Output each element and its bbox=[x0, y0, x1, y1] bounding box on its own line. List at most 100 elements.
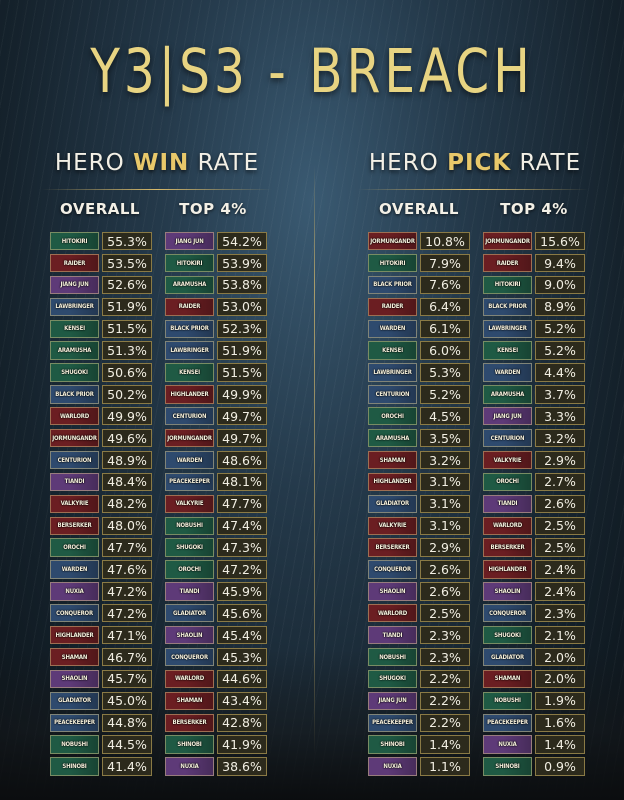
hero-name: HITOKIRI bbox=[61, 237, 88, 245]
table-row: SHINOBI 1.4% bbox=[368, 735, 470, 754]
hero-portrait-icon: NUXIA bbox=[50, 582, 99, 601]
hero-name: SHUGOKI bbox=[176, 544, 203, 552]
hero-portrait-icon: JORMUNGANDR bbox=[165, 429, 214, 448]
hero-portrait-icon: WARLORD bbox=[368, 604, 417, 623]
hero-portrait-icon: SHINOBI bbox=[50, 757, 99, 776]
table-row: LAWBRINGER 5.3% bbox=[368, 363, 470, 382]
rate-value: 52.3% bbox=[217, 319, 267, 338]
rate-value: 3.5% bbox=[420, 429, 470, 448]
hero-portrait-icon: WARLORD bbox=[50, 407, 99, 426]
hero-portrait-icon: KENSEI bbox=[165, 363, 214, 382]
win-rate-heading-accent: WIN bbox=[133, 150, 190, 176]
hero-portrait-icon: SHAMAN bbox=[483, 669, 532, 689]
hero-name: OROCHI bbox=[496, 478, 519, 486]
hero-portrait-icon: OROCHI bbox=[50, 538, 99, 557]
win-rate-overall-list: HITOKIRI 55.3% RAIDER 53.5% JIANG JUN 52.6% LA… bbox=[50, 232, 152, 779]
table-row: SHAMAN 46.7% bbox=[50, 647, 152, 667]
hero-name: TIANDI bbox=[64, 478, 85, 486]
hero-name: LAWBRINGER bbox=[55, 303, 94, 311]
hero-name: JORMUNGANDR bbox=[370, 237, 415, 245]
rate-value: 44.5% bbox=[102, 735, 152, 754]
hero-name: SHUGOKI bbox=[494, 631, 521, 639]
rate-value: 45.4% bbox=[217, 626, 267, 645]
hero-portrait-icon: ARAMUSHA bbox=[483, 385, 532, 404]
pick-top-header: TOP 4% bbox=[500, 200, 568, 218]
rate-value: 47.7% bbox=[217, 494, 267, 513]
rate-value: 2.4% bbox=[535, 560, 585, 579]
table-row: CENTURION 48.9% bbox=[50, 450, 152, 470]
hero-portrait-icon: LAWBRINGER bbox=[50, 297, 99, 316]
hero-name: CONQUEROR bbox=[56, 609, 93, 617]
hero-name: OROCHI bbox=[63, 544, 86, 552]
table-row: WARDEN 48.6% bbox=[165, 450, 267, 470]
rate-value: 50.6% bbox=[102, 363, 152, 382]
hero-portrait-icon: SHAOLIN bbox=[368, 582, 417, 601]
table-row: KENSEI 6.0% bbox=[368, 341, 470, 360]
rate-value: 1.9% bbox=[535, 691, 585, 710]
hero-name: HIGHLANDER bbox=[488, 566, 527, 573]
rate-value: 6.1% bbox=[420, 319, 470, 338]
rate-value: 45.0% bbox=[102, 691, 152, 710]
rate-value: 2.5% bbox=[535, 538, 585, 557]
hero-portrait-icon: ARAMUSHA bbox=[165, 275, 214, 295]
rate-value: 7.9% bbox=[420, 253, 470, 273]
table-row: ARAMUSHA 51.3% bbox=[50, 341, 152, 360]
pick-rate-heading: HERO PICK RATE bbox=[330, 150, 620, 176]
table-row: JIANG JUN 54.2% bbox=[165, 232, 267, 251]
table-row: HIGHLANDER 47.1% bbox=[50, 626, 152, 645]
hero-portrait-icon: VALKYRIE bbox=[483, 450, 532, 470]
rate-value: 44.6% bbox=[217, 669, 267, 689]
rate-value: 3.1% bbox=[420, 494, 470, 513]
rate-value: 47.7% bbox=[102, 538, 152, 557]
table-row: GLADIATOR 3.1% bbox=[368, 494, 470, 513]
table-row: WARLORD 49.9% bbox=[50, 407, 152, 426]
rate-value: 51.9% bbox=[217, 341, 267, 360]
table-row: JORMUNGANDR 15.6% bbox=[483, 232, 585, 251]
hero-name: BERSERKER bbox=[57, 522, 92, 530]
rate-value: 53.9% bbox=[217, 253, 267, 273]
hero-name: NOBUSHI bbox=[61, 741, 88, 749]
hero-name: VALKYRIE bbox=[175, 500, 204, 508]
table-row: LAWBRINGER 5.2% bbox=[483, 319, 585, 338]
hero-portrait-icon: OROCHI bbox=[368, 407, 417, 426]
hero-portrait-icon: RAIDER bbox=[50, 253, 99, 273]
hero-portrait-icon: WARLORD bbox=[483, 516, 532, 535]
win-rate-heading-post: RATE bbox=[189, 150, 260, 176]
table-row: TIANDI 45.9% bbox=[165, 582, 267, 601]
hero-portrait-icon: NUXIA bbox=[368, 757, 417, 776]
hero-name: HITOKIRI bbox=[494, 281, 521, 289]
hero-portrait-icon: JIANG JUN bbox=[50, 275, 99, 295]
hero-portrait-icon: GLADIATOR bbox=[50, 691, 99, 710]
hero-name: JORMUNGANDR bbox=[52, 434, 97, 442]
pick-rate-heading-post: RATE bbox=[511, 150, 582, 176]
rate-value: 48.0% bbox=[102, 516, 152, 535]
page-title: Y3|S3 - BREACH bbox=[90, 36, 534, 107]
rate-value: 47.4% bbox=[217, 516, 267, 535]
table-row: GLADIATOR 45.6% bbox=[165, 604, 267, 623]
hero-name: HITOKIRI bbox=[379, 259, 406, 267]
hero-portrait-icon: LAWBRINGER bbox=[483, 319, 532, 338]
hero-name: KENSEI bbox=[64, 325, 85, 333]
hero-name: SHINOBI bbox=[177, 741, 202, 749]
rate-value: 2.6% bbox=[420, 582, 470, 601]
hero-portrait-icon: JIANG JUN bbox=[165, 232, 214, 251]
hero-portrait-icon: RAIDER bbox=[483, 253, 532, 273]
table-row: SHINOBI 0.9% bbox=[483, 757, 585, 776]
hero-name: ARAMUSHA bbox=[490, 390, 525, 398]
table-row: WARLORD 44.6% bbox=[165, 669, 267, 689]
table-row: NOBUSHI 44.5% bbox=[50, 735, 152, 754]
hero-name: JORMUNGANDR bbox=[167, 434, 212, 442]
hero-portrait-icon: BLACK PRIOR bbox=[483, 297, 532, 316]
rate-value: 41.9% bbox=[217, 735, 267, 754]
hero-portrait-icon: BLACK PRIOR bbox=[50, 385, 99, 404]
table-row: CONQUEROR 45.3% bbox=[165, 647, 267, 667]
hero-portrait-icon: JORMUNGANDR bbox=[483, 232, 532, 251]
rate-value: 51.5% bbox=[217, 363, 267, 382]
table-row: SHAOLIN 2.6% bbox=[368, 582, 470, 601]
hero-portrait-icon: SHAMAN bbox=[165, 691, 214, 710]
table-row: BLACK PRIOR 52.3% bbox=[165, 319, 267, 338]
rate-value: 8.9% bbox=[535, 297, 585, 316]
rate-value: 53.8% bbox=[217, 275, 267, 295]
hero-name: GLADIATOR bbox=[376, 500, 409, 508]
rate-value: 2.1% bbox=[535, 626, 585, 645]
